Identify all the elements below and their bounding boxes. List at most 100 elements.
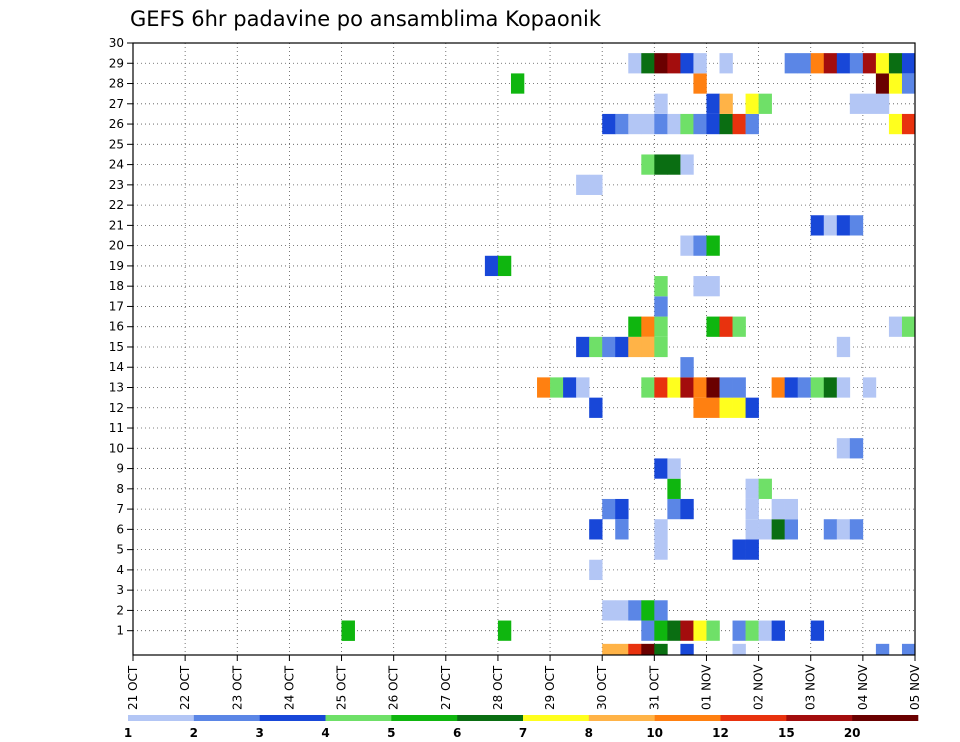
precip-cell <box>602 600 615 620</box>
precip-cell <box>628 600 641 620</box>
precip-cell <box>772 377 785 397</box>
y-tick-label: 1 <box>116 624 124 638</box>
precip-cell <box>680 114 693 134</box>
precip-cell <box>837 215 850 235</box>
precip-cell <box>602 644 615 655</box>
precip-cell <box>654 94 667 114</box>
precip-cell <box>902 644 915 655</box>
precip-cell <box>850 215 863 235</box>
x-tick-label: 29 OCT <box>543 665 557 710</box>
precip-cell <box>746 499 759 519</box>
precip-cell <box>654 114 667 134</box>
precip-cell <box>785 519 798 539</box>
precip-cell <box>654 600 667 620</box>
precip-cell <box>720 398 733 418</box>
colorbar-swatch <box>655 715 721 721</box>
precip-cell <box>706 398 719 418</box>
y-tick-label: 3 <box>116 583 124 597</box>
precip-cells <box>342 53 916 655</box>
precip-cell <box>667 114 680 134</box>
grid-lines <box>133 43 915 655</box>
precip-cell <box>628 317 641 337</box>
precip-cell <box>759 94 772 114</box>
precip-cell <box>693 621 706 641</box>
precip-cell <box>824 519 837 539</box>
precip-cell <box>889 53 902 73</box>
precip-cell <box>746 398 759 418</box>
colorbar-swatch <box>852 715 918 721</box>
y-tick-label: 24 <box>109 158 124 172</box>
x-tick-label: 22 OCT <box>178 665 192 710</box>
precip-cell <box>837 337 850 357</box>
precip-cell <box>511 73 524 93</box>
precip-cell <box>615 114 628 134</box>
precip-cell <box>602 499 615 519</box>
precip-cell <box>641 337 654 357</box>
precip-cell <box>772 499 785 519</box>
precip-cell <box>902 53 915 73</box>
y-tick-label: 16 <box>109 320 124 334</box>
precip-cell <box>667 377 680 397</box>
precip-cell <box>811 377 824 397</box>
y-tick-label: 10 <box>109 441 124 455</box>
y-tick-label: 9 <box>116 462 124 476</box>
precip-cell <box>863 377 876 397</box>
colorbar-swatch <box>457 715 523 721</box>
precip-cell <box>485 256 498 276</box>
precip-cell <box>654 377 667 397</box>
precip-cell <box>850 94 863 114</box>
precip-cell <box>680 357 693 377</box>
y-tick-label: 13 <box>109 381 124 395</box>
colorbar-tick-label: 3 <box>255 726 263 740</box>
plot-frame <box>133 43 915 655</box>
y-tick-label: 15 <box>109 340 124 354</box>
precip-cell <box>733 644 746 655</box>
precip-cell <box>824 215 837 235</box>
precip-cell <box>759 519 772 539</box>
x-tick-label: 02 NOV <box>752 664 766 710</box>
precip-cell <box>706 94 719 114</box>
precip-cell <box>654 539 667 559</box>
precip-cell <box>863 53 876 73</box>
y-tick-label: 2 <box>116 603 124 617</box>
precip-cell <box>537 377 550 397</box>
precip-cell <box>811 215 824 235</box>
ensemble-precip-chart: GEFS 6hr padavine po ansamblima Kopaonik… <box>0 0 960 742</box>
precip-cell <box>641 114 654 134</box>
y-tick-label: 26 <box>109 117 124 131</box>
precip-cell <box>876 73 889 93</box>
y-tick-label: 23 <box>109 178 124 192</box>
x-tick-label: 05 NOV <box>908 664 922 710</box>
precip-cell <box>654 519 667 539</box>
colorbar-swatch <box>786 715 852 721</box>
precip-cell <box>863 94 876 114</box>
precip-cell <box>733 621 746 641</box>
precip-cell <box>706 377 719 397</box>
precip-cell <box>837 438 850 458</box>
colorbar-tick-label: 6 <box>453 726 461 740</box>
x-tick-label: 24 OCT <box>282 665 296 710</box>
precip-cell <box>785 377 798 397</box>
y-tick-label: 8 <box>116 482 124 496</box>
precip-cell <box>785 53 798 73</box>
precip-cell <box>720 94 733 114</box>
precip-cell <box>680 644 693 655</box>
precip-cell <box>902 73 915 93</box>
precip-cell <box>342 621 355 641</box>
precip-cell <box>589 398 602 418</box>
precip-cell <box>889 317 902 337</box>
precip-cell <box>680 621 693 641</box>
precip-cell <box>589 175 602 195</box>
colorbar-swatch <box>326 715 392 721</box>
x-tick-label: 26 OCT <box>387 665 401 710</box>
precip-cell <box>654 53 667 73</box>
precip-cell <box>759 479 772 499</box>
y-tick-label: 11 <box>109 421 124 435</box>
precip-cell <box>746 479 759 499</box>
precip-cell <box>654 644 667 655</box>
x-tick-label: 03 NOV <box>804 664 818 710</box>
precip-cell <box>798 53 811 73</box>
precip-cell <box>850 53 863 73</box>
precip-cell <box>641 621 654 641</box>
precip-cell <box>785 499 798 519</box>
